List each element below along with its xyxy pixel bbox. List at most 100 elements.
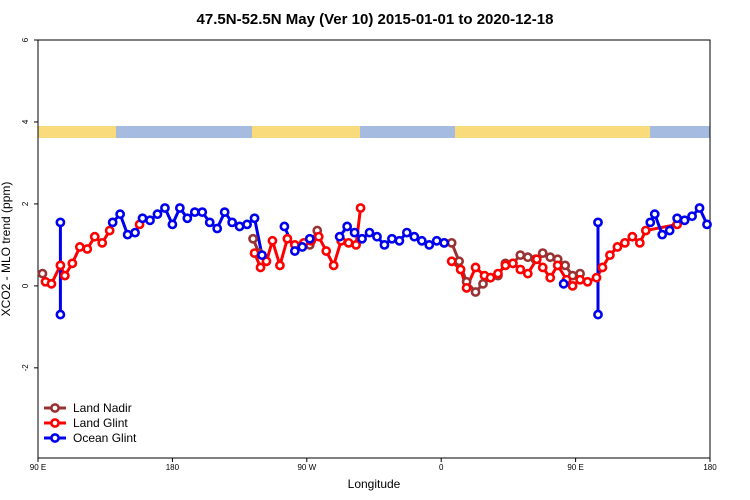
data-point [249, 213, 260, 224]
data-point [289, 246, 300, 256]
data-point [248, 233, 258, 244]
data-point [104, 225, 115, 236]
data-point [485, 272, 496, 283]
data-point [416, 235, 427, 246]
data-point [605, 250, 615, 261]
data-point [182, 213, 193, 224]
data-point [189, 207, 200, 218]
data-point [455, 264, 466, 275]
data-point [500, 260, 511, 271]
data-point [627, 231, 638, 242]
data-point [342, 221, 353, 232]
legend-marker [50, 403, 60, 413]
data-point [591, 272, 602, 283]
data-point [343, 237, 354, 248]
data-point [130, 227, 140, 238]
data-point [145, 215, 155, 226]
data-point [160, 203, 170, 213]
data-point [582, 276, 593, 287]
data-point [349, 227, 360, 238]
data-point [470, 287, 481, 297]
data-point [515, 264, 526, 275]
data-point [257, 250, 267, 261]
data-point [537, 248, 548, 258]
data-point [55, 217, 66, 228]
x-tick-label: 90 W [297, 463, 316, 472]
data-point [279, 221, 290, 232]
data-point [37, 268, 48, 279]
data-point [387, 233, 397, 244]
data-point [702, 219, 712, 230]
data-point [89, 231, 100, 242]
data-point [446, 237, 457, 248]
data-point [313, 231, 324, 242]
data-point [507, 258, 518, 269]
data-point [227, 217, 238, 228]
data-point [694, 203, 705, 213]
data-point [234, 221, 245, 232]
data-point [454, 256, 465, 267]
data-point [424, 240, 435, 250]
land-ocean-strip [38, 126, 710, 138]
data-point [152, 209, 163, 220]
data-point [82, 244, 93, 254]
plot-frame [37, 39, 711, 459]
data-point [67, 258, 78, 269]
data-point [522, 268, 533, 279]
data-point [372, 231, 382, 242]
data-point [261, 256, 272, 267]
data-point [645, 217, 656, 228]
data-point [640, 225, 651, 236]
data-point [328, 260, 339, 271]
y-tick-label: 6 [21, 37, 30, 42]
legend-label: Ocean Glint [73, 431, 137, 445]
x-tick-label: 90 E [30, 463, 46, 472]
data-point [97, 237, 108, 248]
data-point [74, 242, 85, 252]
data-point [46, 278, 57, 289]
data-point [167, 219, 178, 230]
data-point [537, 262, 548, 273]
x-tick-label: 180 [703, 463, 717, 472]
x-tick-label: 90 E [567, 463, 583, 472]
data-point [461, 283, 472, 293]
data-point [612, 242, 623, 252]
data-point [282, 233, 293, 244]
data-point [649, 209, 660, 220]
data-point [59, 270, 70, 281]
data-point [242, 219, 252, 230]
data-point [115, 209, 126, 220]
data-point [478, 278, 488, 289]
data-point [409, 231, 420, 242]
data-point [174, 203, 185, 213]
data-point [197, 207, 208, 218]
data-point [55, 260, 66, 271]
data-point [619, 237, 630, 248]
legend-label: Land Glint [73, 416, 128, 430]
data-point [275, 260, 285, 271]
data-point [204, 217, 215, 228]
data-point [321, 246, 332, 256]
data-point [394, 235, 405, 246]
data-point [522, 252, 533, 263]
y-tick-label: 2 [21, 201, 30, 206]
data-point [55, 309, 66, 320]
data-point [545, 272, 556, 283]
data-point [531, 254, 542, 265]
land-band [38, 126, 116, 138]
data-point [593, 217, 603, 228]
data-point [212, 223, 223, 234]
data-point [687, 211, 697, 222]
data-point [634, 237, 645, 248]
land-band [252, 126, 360, 138]
data-point [552, 260, 563, 271]
data-point [470, 262, 481, 273]
data-point [122, 229, 133, 240]
data-point [575, 274, 585, 285]
data-point [567, 280, 578, 291]
data-point [107, 217, 118, 228]
data-point [439, 237, 450, 248]
data-point [267, 235, 278, 246]
